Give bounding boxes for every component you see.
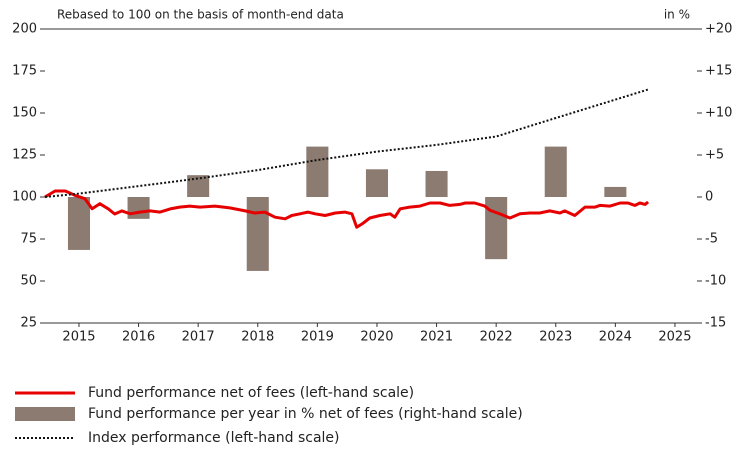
y2-tick-label: -5 [705,232,718,247]
x-tick-label: 2019 [301,330,334,345]
y-tick-label: 75 [20,232,37,247]
bar [544,146,567,197]
y-tick-label: 125 [12,148,37,163]
y-tick-label: 200 [12,22,37,37]
bar [127,197,150,219]
bar [604,186,627,197]
y-tick-label: 175 [12,64,37,79]
y2-tick-label: 0 [705,190,713,205]
y2-tick-label: +15 [705,64,732,79]
x-tick-label: 2021 [420,330,453,345]
bar [187,175,210,197]
index-line [44,88,649,198]
bar [306,146,329,197]
bar [246,197,269,271]
bar [365,169,388,197]
y2-tick-label: -10 [705,274,726,289]
bar [67,197,90,250]
y2-tick-label: -15 [705,316,726,331]
y2-tick-label: +5 [705,148,724,163]
legend-label: Fund performance per year in % net of fe… [88,406,523,422]
y2-unit: in % [664,8,690,22]
legend-label: Fund performance net of fees (left-hand … [88,385,414,401]
y-tick-label: 25 [20,316,37,331]
legend-swatch [15,407,75,421]
x-tick-label: 2025 [658,330,691,345]
y-tick-label: 150 [12,106,37,121]
x-tick-label: 2024 [599,330,632,345]
x-tick-label: 2017 [182,330,215,345]
x-tick-label: 2020 [360,330,393,345]
chart-subtitle: Rebased to 100 on the basis of month-end… [57,8,344,22]
y-tick-label: 100 [12,190,37,205]
y2-tick-label: +10 [705,106,732,121]
bar [485,197,508,260]
y-tick-label: 50 [20,274,37,289]
x-tick-label: 2022 [480,330,513,345]
x-tick-label: 2018 [241,330,274,345]
x-tick-label: 2016 [122,330,155,345]
x-tick-label: 2015 [62,330,95,345]
y2-tick-label: +20 [705,22,732,37]
legend-label: Index performance (left-hand scale) [88,430,340,446]
fund-line [44,189,650,229]
bar [425,170,448,197]
x-tick-label: 2023 [539,330,572,345]
